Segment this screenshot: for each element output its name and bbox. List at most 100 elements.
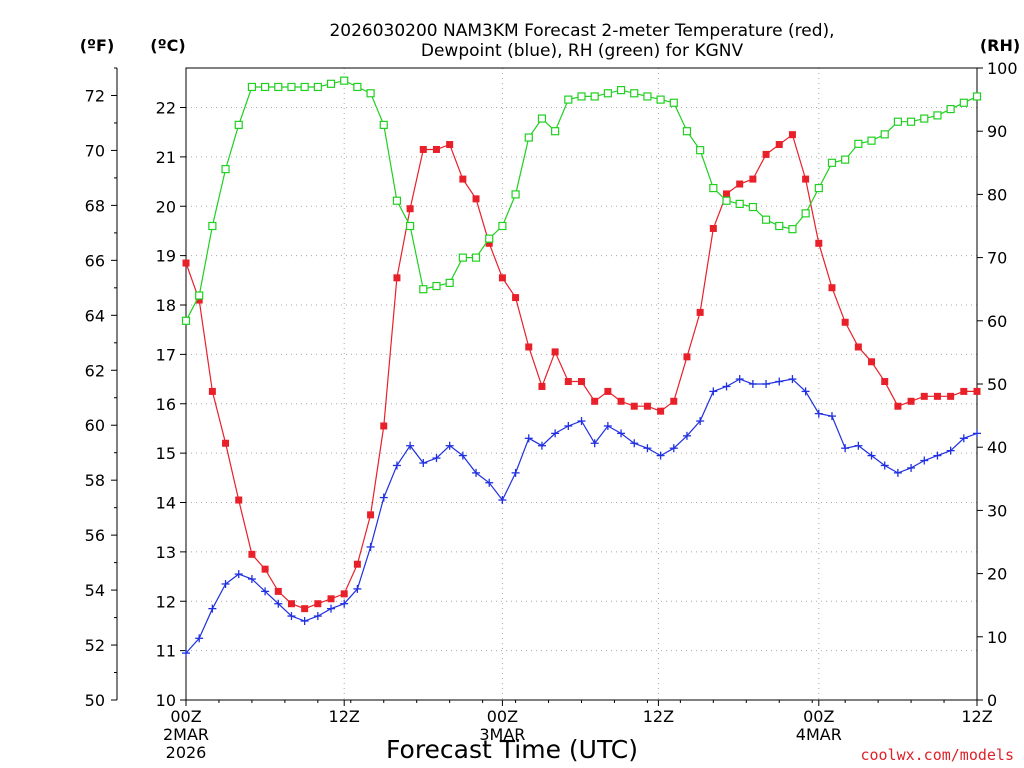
temperature-point [274,587,282,595]
dewpoint-point [590,439,599,448]
temperature-point [749,175,757,183]
temperature-point [604,387,612,395]
celsius-tick-label: 21 [156,148,176,167]
dewpoint-point [775,377,784,386]
dewpoint-point [682,431,691,440]
temperature-point [894,402,902,410]
temperature-point [446,141,454,149]
rh-tick-label: 90 [987,122,1007,141]
rh-point [735,199,744,208]
fahrenheit-tick-label: 72 [85,86,105,105]
rh-point [392,196,402,205]
rh-point [419,285,428,294]
dewpoint-point [841,444,850,453]
rh-point [445,278,454,287]
dewpoint-point [340,599,349,608]
dewpoint-point [603,421,612,430]
dewpoint-point [643,444,652,453]
temperature-point [657,407,665,415]
temperature-point [841,318,849,326]
dewpoint-point [696,417,705,426]
dewpoint-point [827,412,836,421]
x-tick-label: 00Z [487,707,518,726]
temperature-point [736,180,744,188]
dewpoint-point [419,459,428,467]
celsius-tick-label: 11 [156,642,176,661]
temperature-point [828,284,836,292]
rh-tick-label: 0 [987,691,997,710]
x-tick-label: 12Z [329,707,360,726]
rh-point [709,183,718,193]
temperature-point [248,550,256,558]
temperature-point [920,392,928,400]
rh-point [630,89,639,98]
rh-point [603,89,612,98]
dewpoint-point [392,461,401,470]
temperature-point [419,145,427,153]
temperature-point [683,353,691,361]
credit-label: coolwx.com/models [860,746,1014,764]
dewpoint-point [327,604,336,613]
temperature-point [762,150,770,158]
x-tick-date: 2MAR [163,725,209,744]
temperature-point [578,378,585,386]
dewpoint-point [445,441,454,450]
rh-point [406,221,415,231]
temperature-point [485,239,493,247]
temperature-point [182,259,190,267]
temperature-point [551,348,559,356]
chart-title-line1: 2026030200 NAM3KM Forecast 2-meter Tempe… [329,21,834,41]
rh-point [195,291,204,300]
dewpoint-point [472,468,481,477]
dewpoint-point [946,446,955,455]
celsius-tick-label: 14 [156,494,176,513]
rh-point [379,120,388,129]
dewpoint-point [854,441,863,450]
rh-point [326,79,336,88]
rh-point [590,92,599,101]
celsius-tick-label: 16 [156,395,176,414]
celsius-tick-label: 20 [156,197,176,216]
rh-tick-label: 70 [987,249,1007,268]
temperature-point [195,296,203,304]
rh-point [340,76,349,85]
celsius-tick-label: 10 [156,691,176,710]
dewpoint-point [313,612,322,621]
dewpoint-point [511,468,520,477]
celsius-tick-label: 12 [156,592,176,611]
dewpoint-point [537,441,546,450]
x-tick-date: 3MAR [479,725,525,744]
rh-point [432,281,441,291]
rh-point [524,133,533,142]
rh-point [366,89,375,98]
rh-point [511,190,520,199]
fahrenheit-tick-label: 50 [85,691,105,710]
temperature-point [301,605,309,613]
dewpoint-point [959,434,968,443]
temperature-point [709,224,717,232]
dewpoint-point [630,439,639,448]
rh-point [353,82,362,92]
dewpoint-point [577,417,586,426]
dewpoint-point [933,451,942,460]
x-tick-label: 00Z [170,707,201,726]
temperature-point [353,560,361,568]
axes: 50 52 54 56 58 60 62 64 66 68 70 72 10 11 12 13 14 15 16 17… [85,59,1018,762]
rh-tick-label: 20 [987,565,1007,584]
dewpoint-point [920,456,929,465]
rh-point [485,234,494,243]
dewpoint-point [564,421,573,430]
dewpoint-point [182,649,190,658]
rh-tick-label: 10 [987,628,1007,647]
temperature-point [933,392,941,400]
dewpoint-point [735,375,744,384]
dewpoint-point [274,599,283,608]
rh-point [814,183,823,193]
rh-point [616,86,626,95]
rh-point [208,221,217,231]
temperature-point [670,397,678,405]
fahrenheit-tick-label: 64 [85,306,105,325]
temperature-point [406,205,414,213]
rh-point [722,196,731,205]
dewpoint-point [669,444,678,453]
